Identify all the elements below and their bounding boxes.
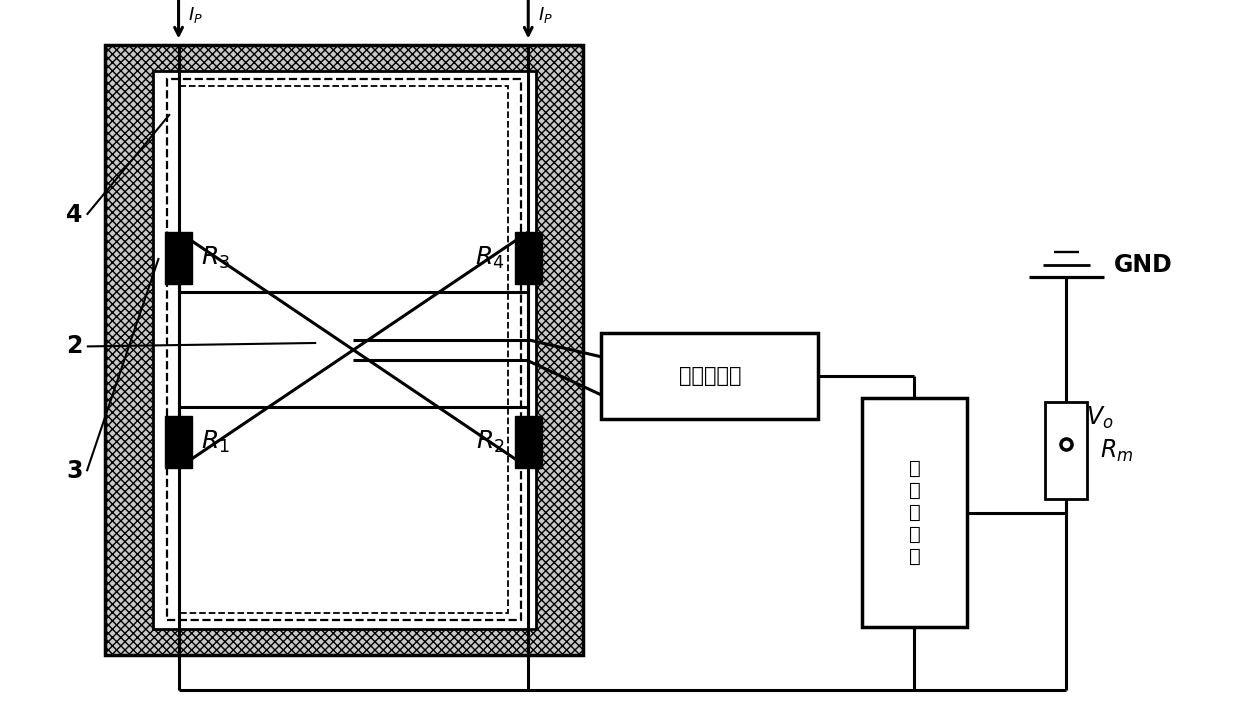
Bar (862, 399, 967, 627)
Text: 3: 3 (66, 460, 83, 484)
Text: GND: GND (1114, 252, 1172, 276)
Text: $R_2$: $R_2$ (476, 428, 505, 455)
Text: $I_P$: $I_P$ (188, 6, 203, 25)
Bar (105, 45, 583, 655)
Text: $R_4$: $R_4$ (475, 245, 505, 271)
Bar (167, 79, 521, 620)
Bar (1045, 402, 1087, 499)
Bar (105, 45, 583, 655)
Text: 运算放大器: 运算放大器 (678, 366, 742, 386)
Text: $R_3$: $R_3$ (201, 245, 229, 271)
Bar (153, 71, 536, 629)
Text: 2: 2 (66, 334, 83, 358)
Text: 4: 4 (66, 203, 83, 227)
Bar (165, 232, 192, 284)
Text: $R_m$: $R_m$ (1100, 438, 1133, 464)
Text: $V_o$: $V_o$ (1086, 405, 1114, 431)
Text: 功
率
放
大
器: 功 率 放 大 器 (909, 460, 920, 566)
Bar (515, 416, 542, 468)
Bar (601, 332, 818, 419)
Bar (515, 232, 542, 284)
Bar (180, 86, 508, 614)
Bar (165, 416, 192, 468)
Bar (153, 71, 536, 629)
Text: $R_1$: $R_1$ (201, 428, 229, 455)
Text: $I_P$: $I_P$ (538, 6, 553, 25)
